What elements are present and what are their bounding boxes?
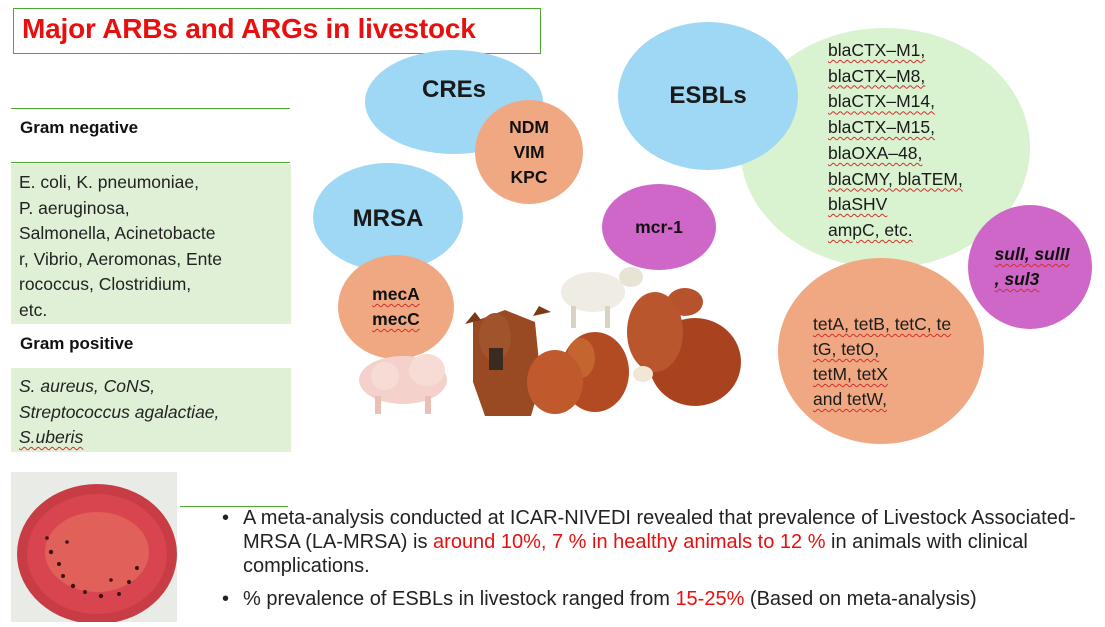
tet-line: tetA, tetB, tetC, te <box>813 314 952 334</box>
divider-middle <box>11 162 290 163</box>
esbls-gene: blaCTX–M1, <box>828 40 926 60</box>
esbls-gene: blaSHV <box>828 194 888 215</box>
gram-negative-heading: Gram negative <box>20 118 139 137</box>
esbls-label: ESBLs <box>669 82 747 109</box>
cres-gene: KPC <box>510 166 548 187</box>
gram-positive-line: S. aureus, CoNS, <box>19 376 156 396</box>
gram-positive-heading: Gram positive <box>20 334 134 353</box>
gram-negative-line: E. coli, K. pneumoniae, <box>19 172 199 192</box>
petri-dish-image <box>11 472 177 622</box>
cres-label: CREs <box>421 76 487 103</box>
mcr-ellipse: mcr-1 <box>602 184 716 270</box>
mrsa-ellipse: MRSA <box>313 163 463 271</box>
divider-bottom <box>180 506 288 507</box>
bullet-highlight: 15-25% <box>675 588 745 610</box>
tet-gene-list: tetA, tetB, tetC, te tG, tetO, tetM, tet… <box>813 312 951 412</box>
bullet-text: (Based on meta-analysis) <box>744 588 977 610</box>
cres-genes-ellipse: NDM VIM KPC <box>475 100 583 204</box>
gram-negative-line: etc. <box>19 299 48 320</box>
esbls-gene-list: blaCTX–M1, blaCTX–M8, blaCTX–M14, blaCTX… <box>828 38 963 244</box>
tet-line: tetM, tetX <box>813 364 888 384</box>
gram-negative-line: rococcus, Clostridium, <box>19 274 192 294</box>
title-box <box>13 8 541 54</box>
sul-line: sulI, sulII <box>994 244 1070 264</box>
esbls-gene: blaOXA–48, <box>828 142 923 163</box>
bullet-list: • A meta-analysis conducted at ICAR-NIVE… <box>222 506 1082 620</box>
slide-title: Major ARBs and ARGs in livestock <box>22 13 476 44</box>
sheep-icon <box>561 267 643 328</box>
cow-icon <box>527 350 583 414</box>
cres-gene: NDM <box>509 116 549 137</box>
tet-line: tG, tetO, <box>813 339 880 359</box>
bullet-highlight: around 10%, 7 % in healthy animals to 12… <box>433 531 826 553</box>
mrsa-label: MRSA <box>352 205 424 232</box>
bullet-marker: • <box>222 588 230 610</box>
bullet-text: in animals with clinical complications. <box>243 531 1028 577</box>
divider-top <box>11 108 290 109</box>
goat-icon <box>465 306 551 416</box>
esbls-gene: blaCTX–M8, <box>828 65 926 86</box>
sul-ellipse: sulI, sulII , sul3 <box>968 205 1092 329</box>
mrsa-gene: mecA <box>372 284 420 304</box>
esbls-ellipse: ESBLs <box>618 22 798 170</box>
bullet-marker: • <box>222 507 230 529</box>
petri-dish-icon <box>17 484 177 622</box>
livestock-image <box>359 267 741 416</box>
bullet-text: % prevalence of ESBLs in livestock range… <box>243 588 676 610</box>
esbls-gene: ampC, etc. <box>828 219 913 240</box>
esbls-gene: blaCMY, blaTEM, <box>828 168 963 189</box>
mrsa-genes-ellipse: mecA mecC <box>338 255 454 359</box>
tet-ellipse <box>778 258 984 444</box>
cres-gene: VIM <box>513 141 545 162</box>
mcr-label: mcr-1 <box>635 216 683 237</box>
gram-positive-panel: S. aureus, CoNS, Streptococcus agalactia… <box>11 368 291 452</box>
tet-line: and tetW, <box>813 389 887 409</box>
gram-negative-panel: E. coli, K. pneumoniae, P. aeruginosa, S… <box>11 164 291 324</box>
sul-line: , sul3 <box>994 269 1040 289</box>
bullet-text: A meta-analysis conducted at ICAR-NIVEDI… <box>243 507 1076 553</box>
bullet-item: • % prevalence of ESBLs in livestock ran… <box>222 587 1082 611</box>
gram-negative-line: r, Vibrio, Aeromonas, Ente <box>19 248 222 269</box>
mrsa-gene: mecC <box>372 309 420 329</box>
esbls-gene: blaCTX–M15, <box>828 117 935 138</box>
pig-icon <box>359 354 447 414</box>
gram-positive-line: Streptococcus agalactiae, <box>19 401 220 422</box>
gram-negative-line: P. aeruginosa, <box>19 197 130 218</box>
gram-positive-line: S.uberis <box>19 427 84 447</box>
cow-icon <box>627 288 741 406</box>
gram-negative-line: Salmonella, Acinetobacte <box>19 223 216 243</box>
esbls-gene: blaCTX–M14, <box>828 91 935 112</box>
bullet-item: • A meta-analysis conducted at ICAR-NIVE… <box>222 506 1082 578</box>
